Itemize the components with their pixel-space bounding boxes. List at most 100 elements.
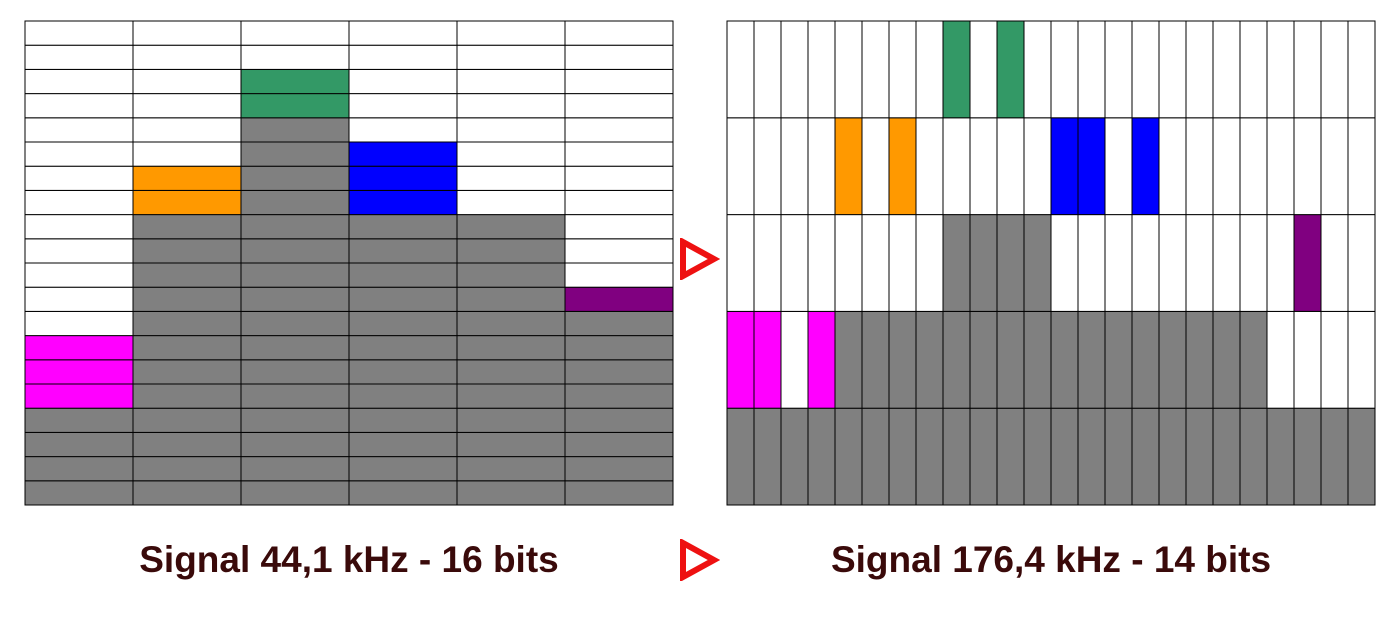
right-grid-cell bbox=[1077, 310, 1106, 409]
right-grid-cell bbox=[780, 310, 809, 409]
right-grid-cell bbox=[996, 310, 1025, 409]
left-grid-cell bbox=[24, 189, 134, 216]
left-grid-cell bbox=[348, 165, 458, 191]
left-grid-cell bbox=[564, 407, 674, 433]
right-grid-cell bbox=[888, 310, 917, 409]
right-grid-cell bbox=[969, 20, 998, 119]
left-grid-cell bbox=[24, 117, 134, 143]
right-grid-cell bbox=[1023, 214, 1052, 312]
right-grid-cell bbox=[780, 20, 809, 119]
right-grid-cell bbox=[861, 117, 890, 216]
right-grid-cell bbox=[888, 214, 917, 312]
left-grid-cell bbox=[564, 165, 674, 191]
left-grid-cell bbox=[564, 383, 674, 409]
right-grid-cell bbox=[807, 117, 836, 216]
left-grid-cell bbox=[24, 165, 134, 191]
right-grid-cell bbox=[1077, 407, 1106, 506]
right-grid-cell bbox=[726, 214, 755, 312]
left-grid-cell bbox=[132, 407, 242, 433]
left-grid-cell bbox=[456, 141, 566, 167]
right-grid-cell bbox=[1212, 117, 1241, 216]
left-grid-cell bbox=[24, 456, 134, 482]
left-grid-cell bbox=[132, 44, 242, 70]
right-grid-cell bbox=[942, 20, 971, 119]
left-grid-cell bbox=[240, 68, 350, 95]
left-grid-cell bbox=[240, 141, 350, 167]
left-grid-cell bbox=[348, 141, 458, 167]
left-grid-cell bbox=[456, 310, 566, 337]
left-grid-cell bbox=[348, 117, 458, 143]
left-grid-cell bbox=[456, 20, 566, 46]
left-grid-cell bbox=[564, 310, 674, 337]
right-grid-cell bbox=[1023, 407, 1052, 506]
left-grid-cell bbox=[132, 262, 242, 288]
right-grid-cell bbox=[1266, 214, 1295, 312]
right-grid-cell bbox=[726, 20, 755, 119]
left-grid-cell bbox=[564, 335, 674, 361]
right-grid-cell bbox=[1347, 214, 1376, 312]
left-grid-cell bbox=[240, 165, 350, 191]
left-grid-cell bbox=[348, 310, 458, 337]
left-grid-cell bbox=[24, 480, 134, 506]
right-grid-cell bbox=[1077, 214, 1106, 312]
right-grid-cell bbox=[1185, 20, 1214, 119]
left-grid-cell bbox=[24, 335, 134, 361]
right-grid-cell bbox=[861, 20, 890, 119]
left-grid-cell bbox=[240, 262, 350, 288]
right-grid-cell bbox=[1293, 407, 1322, 506]
right-grid-cell bbox=[1320, 407, 1349, 506]
right-grid-cell bbox=[753, 310, 782, 409]
left-grid-cell bbox=[132, 383, 242, 409]
right-grid-cell bbox=[1212, 310, 1241, 409]
right-grid-cell bbox=[996, 117, 1025, 216]
right-grid-cell bbox=[1023, 117, 1052, 216]
left-grid-cell bbox=[348, 286, 458, 312]
left-grid-cell bbox=[132, 93, 242, 119]
left-grid-cell bbox=[348, 93, 458, 119]
right-grid-cell bbox=[1185, 117, 1214, 216]
left-grid-cell bbox=[456, 335, 566, 361]
right-grid-cell bbox=[1050, 310, 1079, 409]
left-grid-cell bbox=[132, 480, 242, 506]
left-grid-cell bbox=[24, 383, 134, 409]
left-grid-cell bbox=[564, 480, 674, 506]
left-grid-cell bbox=[348, 189, 458, 216]
left-grid-cell bbox=[24, 310, 134, 337]
right-grid-cell bbox=[1212, 407, 1241, 506]
right-grid-cell bbox=[915, 407, 944, 506]
left-grid-cell bbox=[240, 335, 350, 361]
left-grid-cell bbox=[348, 214, 458, 240]
right-grid-cell bbox=[726, 407, 755, 506]
right-grid-cell bbox=[1158, 117, 1187, 216]
left-grid-cell bbox=[564, 20, 674, 46]
left-grid-cell bbox=[564, 117, 674, 143]
left-grid-cell bbox=[240, 117, 350, 143]
left-grid-cell bbox=[456, 44, 566, 70]
left-grid-cell bbox=[240, 407, 350, 433]
left-grid-cell bbox=[132, 431, 242, 458]
right-grid-cell bbox=[1104, 20, 1133, 119]
right-grid-cell bbox=[942, 310, 971, 409]
right-grid-cell bbox=[1293, 117, 1322, 216]
left-grid-cell bbox=[24, 431, 134, 458]
left-grid-cell bbox=[456, 262, 566, 288]
arrow-icon bbox=[680, 238, 720, 280]
left-grid-cell bbox=[456, 383, 566, 409]
right-grid-cell bbox=[1131, 407, 1160, 506]
right-grid-cell bbox=[753, 20, 782, 119]
left-grid-cell bbox=[564, 431, 674, 458]
left-grid-cell bbox=[132, 238, 242, 264]
right-grid-cell bbox=[1320, 214, 1349, 312]
right-caption: Signal 176,4 kHz - 14 bits bbox=[830, 539, 1272, 580]
left-grid-cell bbox=[24, 68, 134, 95]
right-grid-cell bbox=[1347, 407, 1376, 506]
left-bit-grid bbox=[24, 20, 674, 506]
right-grid-cell bbox=[1239, 310, 1268, 409]
right-grid-cell bbox=[969, 117, 998, 216]
left-grid-cell bbox=[456, 359, 566, 385]
right-grid-cell bbox=[861, 407, 890, 506]
right-grid-cell bbox=[1347, 20, 1376, 119]
left-grid-cell bbox=[132, 117, 242, 143]
left-grid-cell bbox=[24, 238, 134, 264]
left-grid-cell bbox=[24, 141, 134, 167]
